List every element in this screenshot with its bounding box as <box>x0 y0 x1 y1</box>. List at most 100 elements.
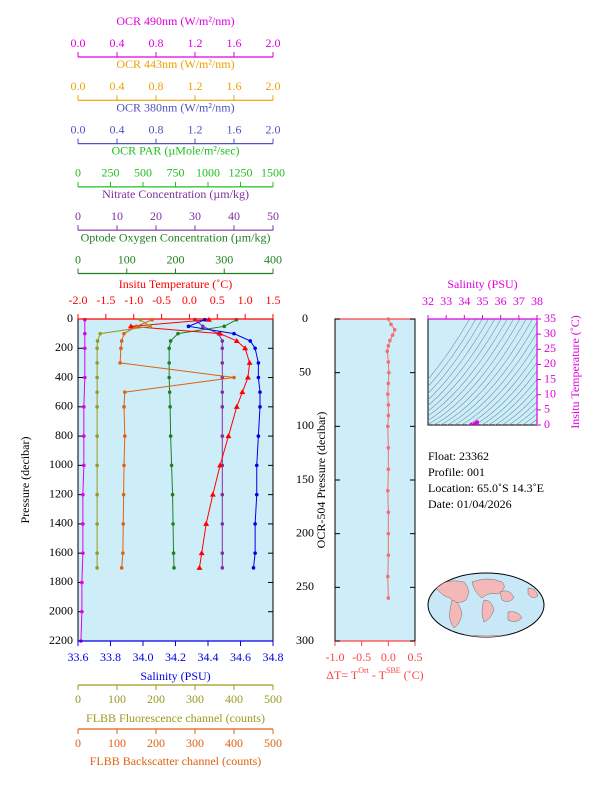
point <box>220 361 225 365</box>
contour <box>428 319 508 417</box>
y-axis-label: Insitu Temperature (˚C) <box>568 315 582 429</box>
x-tick-label: 0.0 <box>71 36 86 50</box>
point <box>168 405 172 409</box>
point <box>167 346 171 351</box>
point <box>469 422 473 425</box>
point <box>121 522 126 526</box>
x-tick-label: 500 <box>134 166 152 180</box>
point <box>253 551 257 555</box>
point <box>386 360 391 364</box>
y-tick-label: 200 <box>55 340 73 354</box>
x-tick-label: 300 <box>215 252 233 266</box>
y-tick-label: 600 <box>55 399 73 413</box>
y-tick-label: 30 <box>544 326 556 340</box>
contour <box>474 361 537 425</box>
point <box>205 316 212 322</box>
point <box>123 390 127 394</box>
x-tick-label: 200 <box>147 736 165 750</box>
point <box>248 339 253 343</box>
x-tick-label: 33 <box>440 294 452 308</box>
world-map <box>427 572 545 638</box>
x-tick-label: 2.0 <box>266 36 281 50</box>
x-tick-label: 500 <box>264 736 282 750</box>
y-tick-label: 300 <box>296 633 314 647</box>
point <box>202 317 207 322</box>
point <box>172 566 176 570</box>
plot-area <box>77 318 274 642</box>
x-tick-label: 1.6 <box>227 36 242 50</box>
point <box>256 375 261 380</box>
point <box>209 491 216 497</box>
point <box>387 370 391 375</box>
axis-title: OCR PAR (µMole/m²/sec) <box>111 144 239 158</box>
y-tick-label: 5 <box>544 402 550 416</box>
point <box>167 361 171 365</box>
x-axis-label-part: (˚C) <box>401 668 424 682</box>
point <box>186 324 191 329</box>
x-axis-label-part: SBE <box>386 666 401 675</box>
point <box>386 403 391 407</box>
axis-title: OCR 490nm (W/m²/nm) <box>116 14 234 28</box>
point <box>168 339 173 343</box>
point <box>122 463 126 468</box>
x-tick-label: 750 <box>167 166 185 180</box>
point <box>121 492 126 497</box>
y-tick-label: 25 <box>544 341 556 355</box>
x-tick-label: 0 <box>75 252 81 266</box>
x-axis-label-part: Ort <box>358 666 369 675</box>
point <box>81 522 85 526</box>
axis-title: Optode Oxygen Concentration (µm/kg) <box>81 230 271 244</box>
point <box>390 333 395 337</box>
point <box>220 434 225 438</box>
point <box>167 375 171 380</box>
x-tick-label: 0.0 <box>71 122 86 136</box>
point <box>251 566 256 570</box>
axis-title: Nitrate Concentration (µm/kg) <box>102 187 249 201</box>
axis-title: OCR 443nm (W/m²/nm) <box>116 57 234 71</box>
y-tick-label: 800 <box>55 428 73 442</box>
point <box>233 337 240 343</box>
x-tick-label: 0.4 <box>110 79 125 93</box>
x-tick-label: 300 <box>186 736 204 750</box>
x-tick-label: 30 <box>189 209 201 223</box>
x-tick-label: 35 <box>477 294 489 308</box>
x-tick-label: 40 <box>228 209 240 223</box>
y-tick-label: 1600 <box>49 545 73 559</box>
point <box>95 492 99 497</box>
y-tick-label: 400 <box>55 369 73 383</box>
x-tick-label: 400 <box>264 252 282 266</box>
contour <box>481 370 537 425</box>
point <box>95 434 99 438</box>
point <box>95 346 99 351</box>
point <box>475 422 479 425</box>
point <box>256 434 261 438</box>
y-tick-label: 2200 <box>49 633 73 647</box>
x-tick-label: 32 <box>422 294 434 308</box>
x-tick-label: -0.5 <box>352 650 371 664</box>
x-tick-label: 1500 <box>261 166 285 180</box>
x-tick-label: 100 <box>108 692 126 706</box>
point <box>388 338 392 343</box>
point <box>225 433 232 439</box>
x-tick-label: 400 <box>225 692 243 706</box>
contour <box>467 352 537 425</box>
x-tick-label: 34.2 <box>165 650 186 664</box>
point <box>134 324 139 329</box>
point <box>239 389 246 395</box>
axis-title: FLBB Fluorescence channel (counts) <box>86 711 265 725</box>
point <box>220 405 225 409</box>
y-tick-label: 1000 <box>49 457 73 471</box>
y-axis-label: Pressure (decibar) <box>18 437 32 524</box>
x-tick-label: 0.0 <box>71 79 86 93</box>
x-tick-label: 20 <box>150 209 162 223</box>
x-tick-label: 500 <box>264 692 282 706</box>
x-tick-label: 0.8 <box>149 79 164 93</box>
x-tick-label: 1.0 <box>238 293 253 307</box>
point <box>386 488 390 493</box>
x-axis-label: Salinity (PSU) <box>447 277 517 291</box>
point <box>386 574 390 579</box>
x-tick-label: 100 <box>118 252 136 266</box>
point <box>81 492 85 497</box>
